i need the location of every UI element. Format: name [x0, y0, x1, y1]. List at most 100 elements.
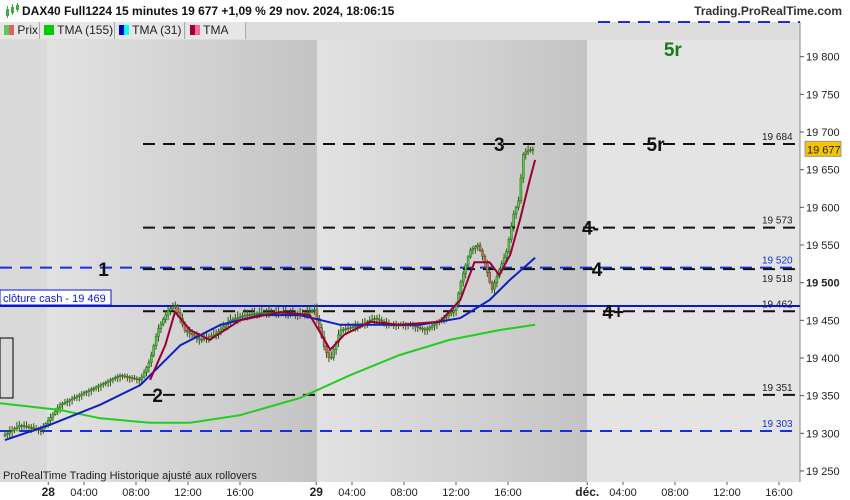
candle-body	[241, 315, 244, 318]
candle-body	[349, 327, 352, 329]
candle-body	[193, 334, 196, 337]
candle-body	[255, 313, 259, 315]
legend-item-prix[interactable]: Prix	[0, 22, 40, 39]
candle-body	[145, 367, 148, 373]
candle-body	[466, 256, 470, 266]
candle-body	[265, 312, 268, 315]
cash-close-label-box	[0, 289, 112, 306]
candle-body	[418, 327, 422, 329]
series-tma-155	[0, 323, 536, 424]
candle-body	[476, 244, 479, 247]
color-swatch	[190, 25, 195, 35]
candle-body	[54, 410, 57, 415]
candle-body	[135, 378, 139, 380]
x-tick-label: 12:00	[442, 487, 470, 499]
candle-body	[493, 282, 496, 290]
candle-body	[97, 385, 100, 388]
candle-body	[154, 336, 158, 347]
candle-body	[481, 250, 484, 257]
candle-body	[133, 377, 136, 380]
candle-body	[231, 319, 235, 321]
candle-body	[469, 249, 472, 258]
candle-body	[61, 403, 64, 406]
wave-annotation: 4+	[602, 302, 624, 323]
price-axis-background	[800, 22, 850, 482]
y-tick-label: 19 750	[806, 89, 840, 101]
level-label: 19 462	[762, 299, 793, 310]
candle-body	[166, 310, 170, 316]
candle-body	[68, 399, 71, 402]
candle-body	[82, 392, 86, 395]
candle-body	[370, 319, 374, 321]
y-tick-label: 19 550	[806, 240, 840, 252]
candle-body	[130, 377, 134, 379]
candle-body	[531, 149, 535, 151]
candle-body	[8, 431, 11, 434]
color-swatch	[49, 25, 54, 35]
candle-body	[171, 306, 175, 309]
y-tick-label: 19 400	[806, 353, 840, 365]
x-tick-label: 12:00	[174, 487, 202, 499]
candle-body	[169, 308, 172, 311]
color-swatch	[9, 25, 14, 35]
candle-body	[351, 326, 355, 329]
candle-body	[152, 345, 155, 356]
legend-label: TMA (31)	[132, 23, 182, 37]
candle-body	[150, 355, 153, 363]
candle-body	[234, 318, 237, 320]
candle-body	[447, 313, 451, 316]
footer-note: ProRealTime Trading Historique ajusté au…	[3, 470, 257, 482]
candle-body	[90, 389, 93, 391]
x-tick-label: 04:00	[338, 487, 366, 499]
candle-body	[159, 323, 163, 329]
candle-body	[128, 376, 131, 379]
candle-body	[118, 375, 122, 377]
legend-item-tma-31[interactable]: TMA (31)	[115, 22, 185, 39]
candle-body	[462, 272, 465, 283]
candle-body	[224, 324, 227, 328]
candle-body	[488, 272, 491, 283]
candle-body	[238, 316, 242, 319]
legend-label: TMA (155)	[57, 23, 114, 37]
candle-body	[262, 312, 266, 315]
candle-body	[428, 327, 431, 330]
candle-body	[502, 257, 506, 264]
legend-item-tma-155[interactable]: TMA (155)	[40, 22, 115, 39]
candle-body	[123, 375, 127, 378]
candle-body	[58, 404, 62, 409]
session-band	[587, 40, 800, 482]
candle-body	[13, 428, 16, 431]
candle-body	[306, 312, 309, 314]
candle-body	[85, 391, 88, 394]
x-tick-label: 16:00	[765, 487, 793, 499]
candle-body	[63, 402, 67, 404]
y-tick-label: 19 250	[806, 466, 840, 478]
candle-body	[140, 376, 143, 380]
candle-body	[486, 262, 489, 273]
x-tick-label: 08:00	[122, 487, 150, 499]
candle-body	[92, 387, 95, 390]
candle-body	[433, 323, 436, 326]
candle-body	[190, 333, 194, 336]
candle-body	[426, 328, 429, 331]
candle-body	[332, 349, 335, 358]
candle-body	[380, 319, 383, 322]
candle-body	[186, 329, 189, 333]
candle-body	[375, 317, 379, 320]
candle-body	[253, 313, 256, 315]
candle-body	[20, 425, 23, 427]
candle-body	[450, 312, 453, 315]
x-tick-label: 29	[310, 485, 324, 499]
x-tick-label: 04:00	[609, 487, 637, 499]
level-label: 19 520	[762, 256, 793, 267]
session-band	[0, 40, 47, 482]
y-tick-label: 19 650	[806, 165, 840, 177]
candle-body	[258, 312, 261, 315]
candle-body	[116, 376, 119, 378]
wave-annotation: 4	[592, 260, 603, 281]
instrument-title: DAX40 Full1224 15 minutes 19 677 +1,09 %…	[22, 4, 395, 18]
candle-body	[310, 310, 314, 313]
candle-body	[505, 251, 508, 258]
candle-body	[207, 336, 211, 339]
